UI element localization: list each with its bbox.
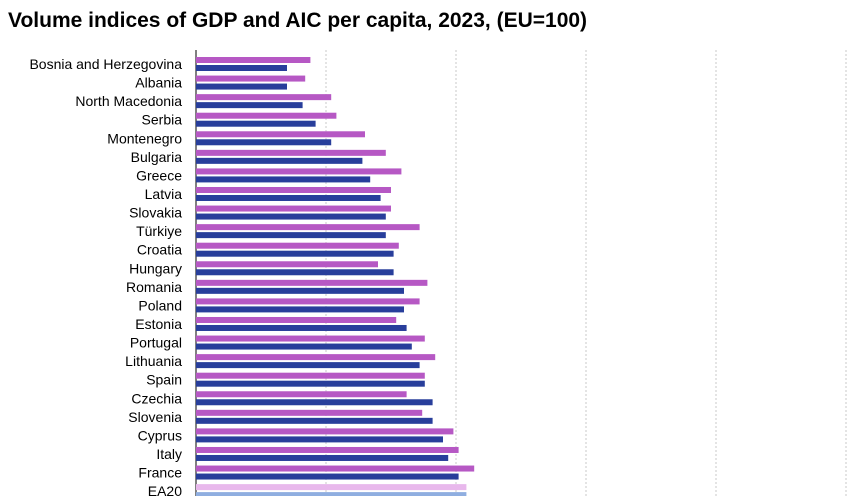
category-label: France (138, 465, 182, 481)
bar-series-1 (196, 149, 386, 156)
category-label: Romania (126, 279, 182, 295)
category-label: EA20 (148, 483, 182, 496)
category-label: Türkiye (136, 223, 182, 239)
bar-series-1 (196, 316, 397, 323)
category-label: Latvia (145, 186, 183, 202)
bar-series-1 (196, 335, 425, 342)
category-label: Spain (146, 372, 182, 388)
category-label: Greece (136, 167, 182, 183)
category-label: Montenegro (107, 130, 182, 146)
bar-series-1 (196, 224, 420, 231)
bar-series-1 (196, 372, 425, 379)
bar-series-2 (196, 194, 381, 201)
bar-series-1 (196, 428, 454, 435)
bar-series-1 (196, 186, 391, 193)
bar-series-2 (196, 83, 287, 90)
bar-series-2 (196, 65, 287, 71)
category-label: Serbia (142, 112, 183, 128)
category-label: Czechia (131, 390, 182, 406)
bar-series-1 (196, 131, 365, 138)
category-label: Bulgaria (131, 149, 183, 165)
bar-series-1 (196, 168, 402, 175)
bar-series-2 (196, 454, 449, 461)
bar-series-1 (196, 261, 378, 268)
bar-series-2 (196, 436, 443, 443)
chart-title: Volume indices of GDP and AIC per capita… (8, 9, 588, 32)
bar-series-1 (196, 298, 420, 305)
category-label: Lithuania (125, 353, 182, 369)
category-label: Portugal (130, 335, 182, 351)
category-label: Bosnia and Herzegovina (29, 56, 182, 72)
bars (196, 57, 475, 496)
category-label: Cyprus (138, 427, 182, 443)
category-label: Slovakia (129, 205, 182, 221)
bar-series-1 (196, 205, 391, 212)
bar-series-2 (196, 473, 459, 480)
category-label: Hungary (129, 260, 182, 276)
category-label: Slovenia (128, 409, 182, 425)
bar-series-2 (196, 324, 407, 331)
category-label: Italy (156, 446, 182, 462)
bar-series-1 (196, 409, 423, 416)
bar-series-1 (196, 94, 332, 101)
bar-series-1 (196, 75, 306, 82)
bar-series-1 (196, 57, 311, 63)
bar-series-2 (196, 269, 394, 276)
category-label: Poland (138, 297, 182, 313)
bar-series-2 (196, 287, 404, 294)
bar-series-1 (196, 446, 459, 453)
bar-series-2 (196, 120, 316, 127)
category-label: Estonia (135, 316, 182, 332)
bar-series-1 (196, 112, 337, 119)
bar-series-2 (196, 176, 371, 183)
bar-series-1 (196, 465, 475, 472)
category-label: Croatia (137, 242, 182, 258)
category-label: North Macedonia (75, 93, 182, 109)
bar-series-2 (196, 362, 420, 369)
bar-series-1 (196, 242, 399, 249)
bar-series-2 (196, 232, 386, 239)
bar-series-2 (196, 250, 394, 257)
bar-series-1 (196, 484, 467, 491)
bar-series-2 (196, 157, 363, 164)
bar-series-2 (196, 492, 467, 496)
bar-series-2 (196, 213, 386, 220)
bar-series-2 (196, 139, 332, 146)
bar-series-1 (196, 354, 436, 361)
bar-series-2 (196, 399, 433, 406)
bar-series-2 (196, 102, 303, 109)
category-labels: Bosnia and Herzegovina Albania North Maced… (29, 56, 182, 496)
bar-series-2 (196, 417, 433, 424)
category-label: Albania (135, 75, 182, 91)
bar-series-1 (196, 391, 407, 398)
bar-series-2 (196, 380, 425, 387)
bar-series-1 (196, 279, 428, 286)
bar-series-2 (196, 343, 412, 350)
bar-series-2 (196, 306, 404, 313)
